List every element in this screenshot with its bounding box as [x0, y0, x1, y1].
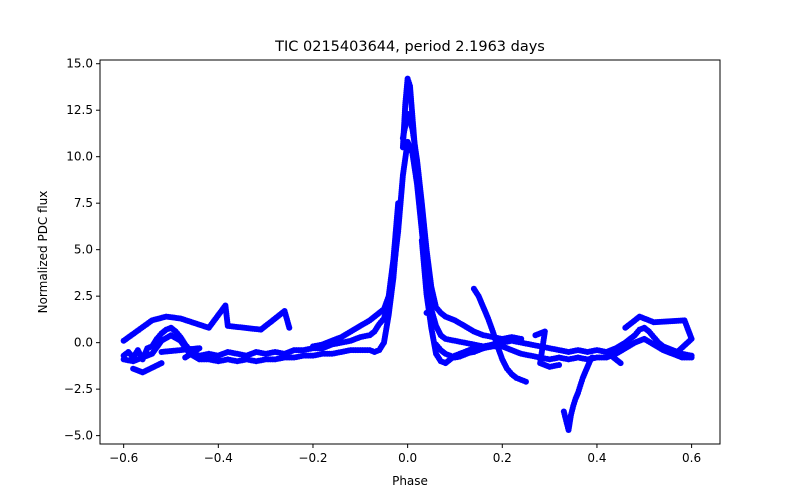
data-point	[183, 353, 190, 360]
x-axis-label: Phase	[392, 474, 428, 488]
data-point	[132, 366, 139, 373]
data-point	[473, 348, 480, 355]
y-tick-label: 0.0	[74, 336, 93, 350]
data-point	[449, 353, 456, 360]
data-point	[459, 339, 466, 346]
data-point	[279, 355, 286, 361]
data-point	[285, 322, 292, 329]
data-point	[231, 357, 238, 364]
data-point	[222, 356, 229, 363]
data-point	[454, 354, 461, 361]
data-point	[298, 353, 305, 360]
data-point	[515, 375, 522, 382]
data-point	[563, 348, 570, 355]
data-point	[616, 358, 623, 365]
y-tick-label: 7.5	[74, 196, 93, 210]
data-point	[336, 349, 343, 356]
data-point	[364, 347, 371, 354]
data-point	[534, 342, 541, 349]
data-point	[534, 331, 541, 338]
data-point	[345, 347, 352, 354]
data-points	[120, 75, 695, 434]
data-point	[369, 348, 376, 355]
data-point	[394, 202, 401, 209]
data-point	[212, 352, 219, 359]
data-point	[406, 80, 413, 87]
data-point	[567, 414, 574, 421]
data-point	[544, 355, 551, 362]
data-point	[269, 356, 276, 363]
data-point	[487, 342, 494, 349]
x-axis: −0.6 −0.4 −0.2 0.0 0.2 0.4 0.6	[109, 444, 701, 465]
data-point	[203, 351, 210, 358]
y-axis: −5.0 −2.5 0.0 2.5 5.0 7.5 10.0 12.5 15.0	[64, 57, 100, 443]
y-tick-label: 12.5	[66, 103, 93, 117]
data-point	[562, 415, 569, 422]
data-point	[576, 384, 583, 391]
data-point	[525, 352, 532, 359]
y-tick-label: −5.0	[64, 429, 93, 443]
x-tick-label: −0.2	[298, 451, 327, 465]
data-point	[686, 354, 693, 361]
y-tick-label: 2.5	[74, 289, 93, 303]
data-point	[463, 350, 470, 357]
chart-title: TIC 0215403644, period 2.1963 days	[274, 39, 545, 55]
data-point	[520, 377, 527, 384]
data-point	[269, 349, 276, 356]
data-point	[288, 354, 295, 361]
data-point	[423, 309, 430, 316]
data-point	[317, 351, 324, 358]
x-tick-label: 0.6	[682, 451, 701, 465]
x-tick-label: 0.2	[493, 451, 512, 465]
data-point	[260, 356, 267, 363]
data-point	[477, 346, 484, 353]
data-point	[582, 348, 589, 355]
data-point	[354, 347, 361, 354]
data-point	[572, 347, 579, 354]
data-point	[326, 350, 333, 357]
data-point	[298, 347, 305, 354]
data-point	[525, 341, 532, 348]
data-point	[515, 335, 522, 342]
data-point	[544, 344, 551, 351]
data-point	[675, 347, 682, 354]
data-point	[569, 405, 576, 412]
data-point	[468, 349, 475, 356]
x-tick-label: 0.0	[398, 451, 417, 465]
x-tick-label: 0.4	[587, 451, 606, 465]
x-tick-label: −0.4	[204, 451, 233, 465]
y-tick-label: 10.0	[66, 150, 93, 164]
y-tick-label: −2.5	[64, 382, 93, 396]
y-axis-label: Normalized PDC flux	[36, 191, 50, 314]
data-point	[241, 356, 248, 363]
data-point	[203, 356, 210, 363]
data-point	[251, 349, 258, 356]
data-point	[212, 357, 219, 364]
data-point	[588, 356, 595, 363]
data-point	[459, 352, 466, 359]
data-point	[449, 337, 456, 344]
data-point	[572, 355, 579, 361]
y-tick-label: 15.0	[66, 57, 93, 71]
data-point	[222, 349, 229, 356]
data-point	[482, 344, 489, 351]
data-point	[127, 357, 134, 364]
data-point	[553, 346, 560, 353]
data-point	[307, 352, 314, 359]
data-point	[444, 351, 451, 358]
plot-frame	[99, 59, 721, 445]
data-point	[506, 334, 513, 341]
y-tick-label: 5.0	[74, 243, 93, 257]
data-point	[548, 363, 555, 370]
data-point	[563, 355, 570, 362]
data-point	[591, 347, 598, 354]
data-point	[582, 355, 589, 362]
data-point	[553, 355, 560, 361]
data-point	[260, 350, 267, 357]
data-point	[231, 350, 238, 357]
x-tick-label: −0.6	[109, 451, 138, 465]
data-point	[250, 357, 257, 364]
